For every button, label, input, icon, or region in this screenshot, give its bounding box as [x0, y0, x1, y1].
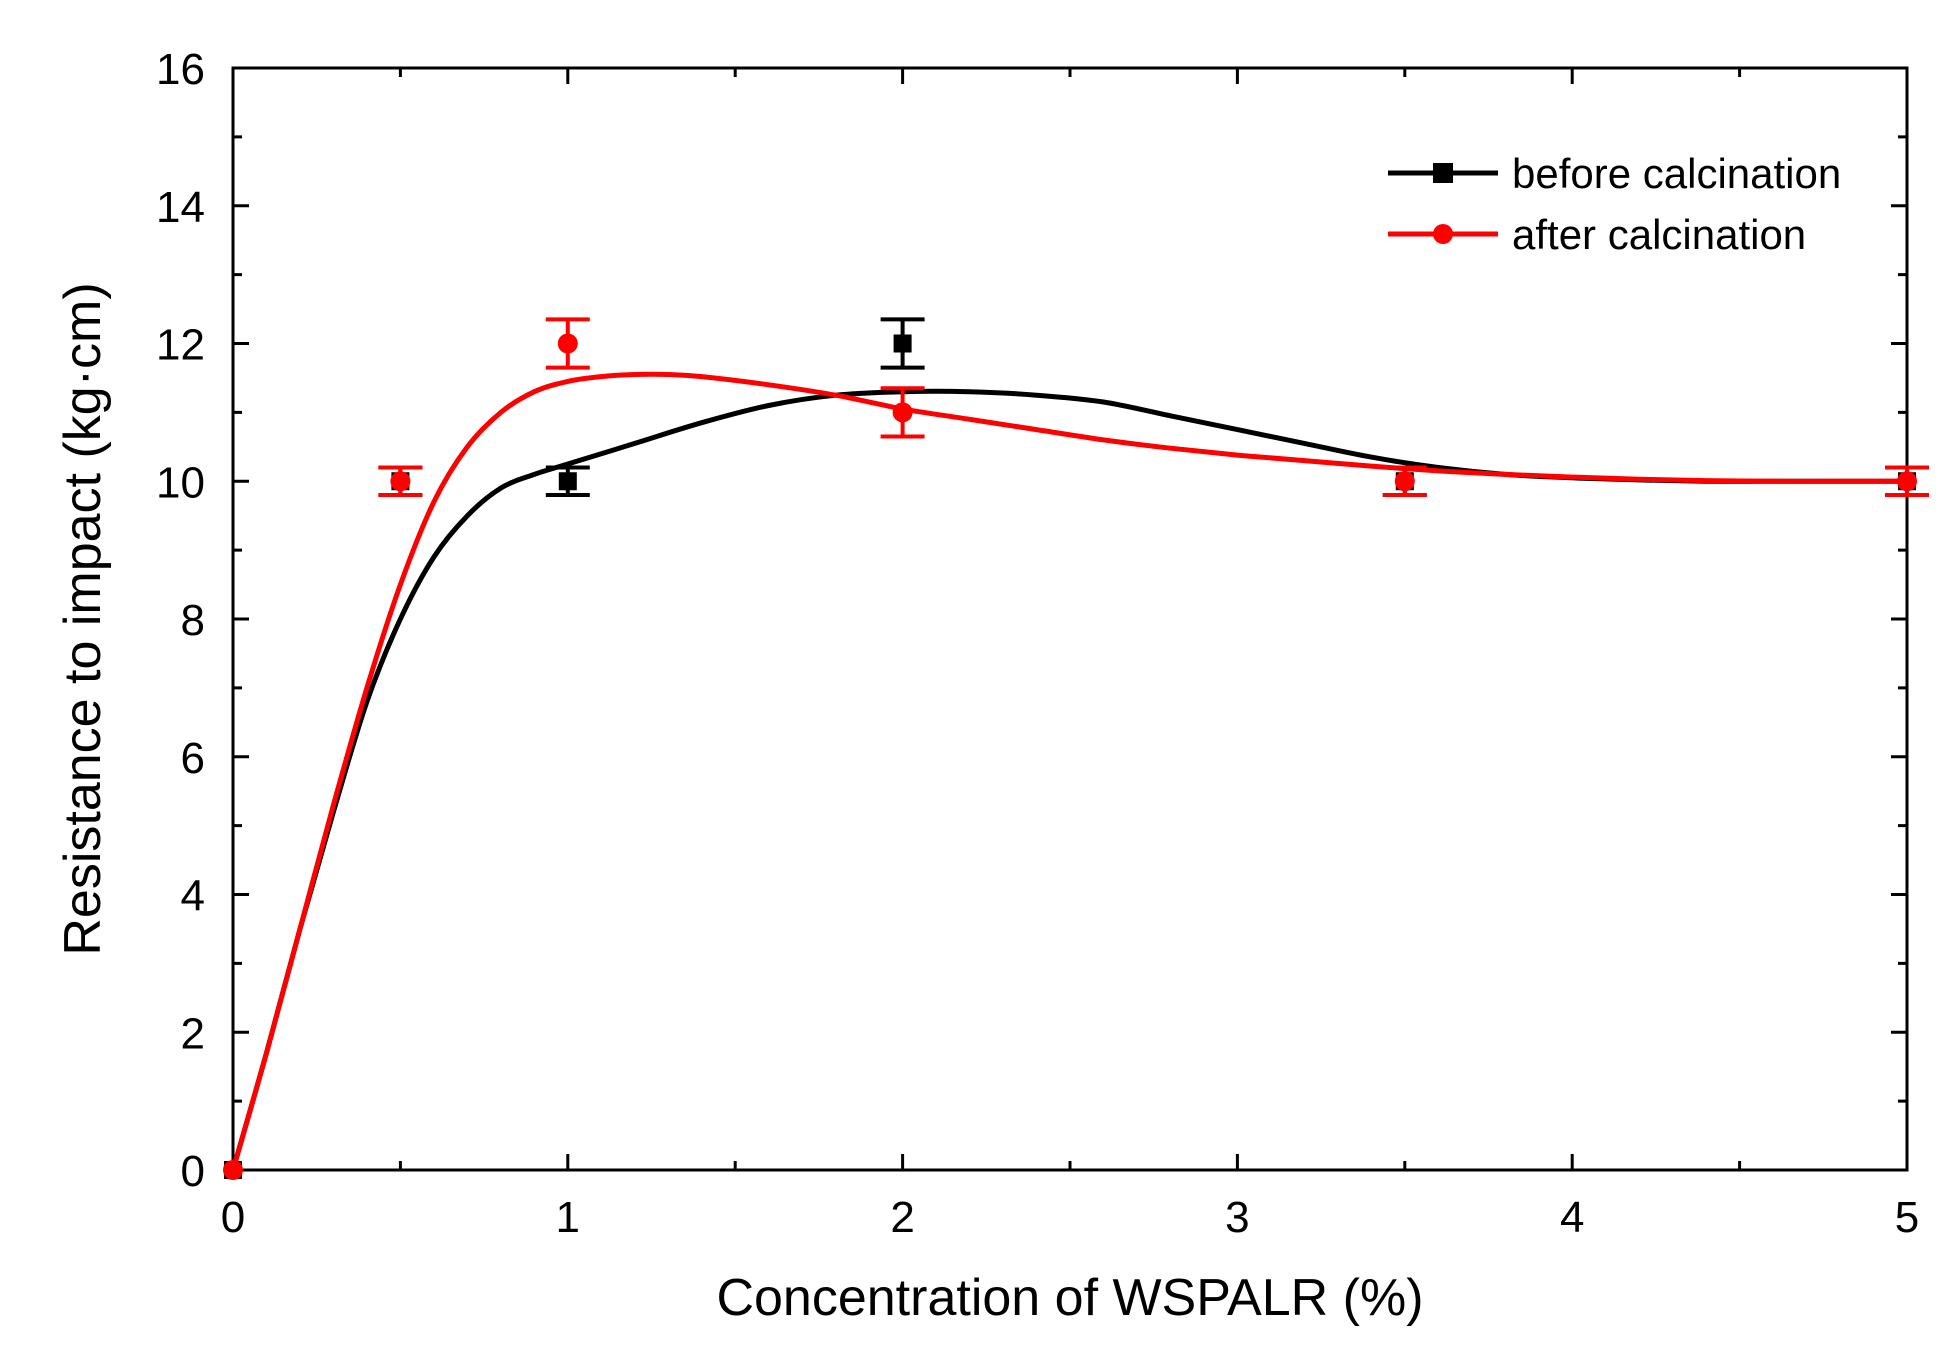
legend-marker-square — [1433, 163, 1453, 183]
y-tick-label: 8 — [181, 596, 205, 645]
series-curve-after-calcination — [233, 371, 1907, 1170]
series-curve-before-calcination — [233, 388, 1907, 1170]
y-tick-label: 2 — [181, 1009, 205, 1058]
data-point-after-calcination — [223, 1160, 243, 1180]
y-tick-label: 14 — [156, 183, 205, 232]
data-point-after-calcination — [390, 471, 411, 492]
y-tick-label: 4 — [181, 872, 205, 921]
x-tick-label: 0 — [221, 1193, 245, 1242]
x-tick-label: 2 — [890, 1193, 914, 1242]
legend-marker-circle — [1433, 224, 1453, 244]
data-point-before-calcination — [558, 472, 577, 491]
data-point-before-calcination — [893, 334, 912, 353]
data-point-after-calcination — [892, 402, 913, 423]
x-tick-label: 5 — [1895, 1193, 1919, 1242]
legend: before calcination after calcination — [1388, 150, 1841, 258]
legend-label-before: before calcination — [1512, 150, 1841, 197]
legend-label-after: after calcination — [1512, 211, 1806, 258]
y-tick-label: 16 — [156, 45, 205, 94]
data-point-after-calcination — [557, 333, 578, 354]
y-tick-label: 0 — [181, 1147, 205, 1196]
data-point-after-calcination — [1897, 471, 1917, 492]
y-tick-label: 10 — [156, 458, 205, 507]
y-axis-title: Resistance to impact (kg·cm) — [54, 282, 112, 955]
x-tick-label: 1 — [556, 1193, 580, 1242]
x-tick-label: 3 — [1225, 1193, 1249, 1242]
data-point-after-calcination — [1394, 471, 1415, 492]
x-tick-label: 4 — [1560, 1193, 1584, 1242]
y-tick-label: 12 — [156, 321, 205, 370]
x-axis-title: Concentration of WSPALR (%) — [716, 1269, 1423, 1327]
y-tick-label: 6 — [181, 734, 205, 783]
